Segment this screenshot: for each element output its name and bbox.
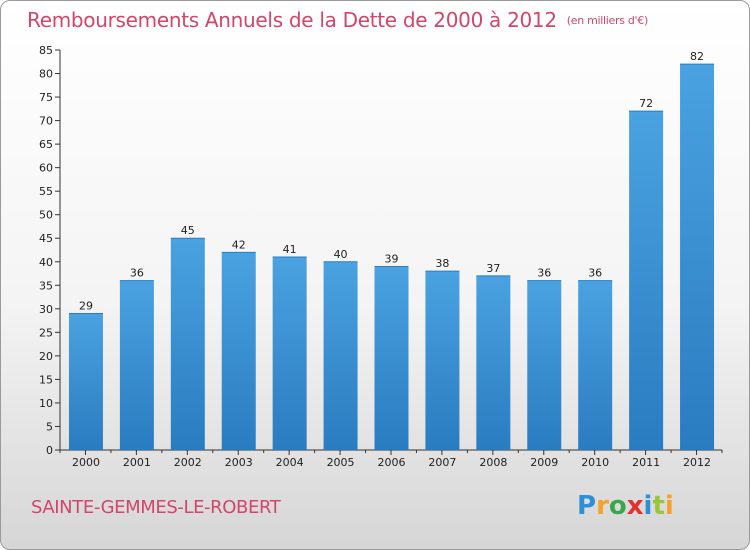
x-tick-label: 2003: [225, 456, 253, 469]
y-tick-label: 65: [39, 138, 53, 151]
bar-value-label: 45: [181, 224, 195, 237]
bar: [170, 238, 205, 450]
bar-value-label: 40: [334, 248, 348, 261]
x-tick-label: 2012: [683, 456, 711, 469]
bar: [527, 280, 562, 450]
bar-value-label: 29: [79, 300, 93, 313]
logo-letter: x: [626, 491, 644, 521]
chart-title-text: Remboursements Annuels de la Dette de 20…: [27, 8, 557, 32]
y-tick-label: 20: [39, 350, 53, 363]
x-tick-label: 2007: [428, 456, 456, 469]
proxiti-logo: Proxiti: [577, 491, 674, 521]
bar: [119, 280, 154, 450]
y-tick-label: 10: [39, 397, 53, 410]
logo-letter: P: [577, 491, 597, 521]
y-tick-label: 30: [39, 303, 53, 316]
y-tick-label: 55: [39, 185, 53, 198]
bar: [476, 275, 511, 450]
bar-value-label: 72: [639, 97, 653, 110]
bar: [68, 313, 103, 450]
bar: [680, 64, 715, 450]
chart-title: Remboursements Annuels de la Dette de 20…: [27, 8, 648, 32]
bar-value-label: 36: [588, 267, 602, 280]
bar-value-label: 36: [537, 267, 551, 280]
x-tick-label: 2005: [327, 456, 355, 469]
bar: [323, 261, 358, 450]
x-tick-label: 2006: [378, 456, 406, 469]
y-tick-label: 70: [39, 115, 53, 128]
logo-letter: i: [664, 491, 674, 521]
bar-value-label: 36: [130, 267, 144, 280]
y-tick-label: 50: [39, 209, 53, 222]
y-tick-label: 25: [39, 326, 53, 339]
x-tick-label: 2000: [72, 456, 100, 469]
logo-letter: t: [652, 491, 665, 521]
bar: [221, 252, 256, 450]
bar: [578, 280, 613, 450]
commune-name: SAINTE-GEMMES-LE-ROBERT: [31, 497, 281, 518]
bar: [374, 266, 409, 450]
x-tick-label: 2002: [174, 456, 202, 469]
y-tick-label: 60: [39, 162, 53, 175]
y-tick-label: 15: [39, 373, 53, 386]
y-tick-label: 5: [46, 420, 53, 433]
logo-letter: i: [643, 491, 653, 521]
bar: [629, 111, 664, 451]
y-tick-label: 45: [39, 232, 53, 245]
bar-value-label: 82: [690, 50, 704, 63]
x-tick-label: 2009: [530, 456, 558, 469]
y-tick-label: 85: [39, 44, 53, 57]
bar-value-label: 41: [283, 243, 297, 256]
y-tick-label: 0: [46, 444, 53, 457]
y-tick-label: 75: [39, 91, 53, 104]
x-tick-label: 2010: [581, 456, 609, 469]
bar-value-label: 37: [486, 262, 500, 275]
bar: [425, 271, 460, 450]
y-tick-label: 40: [39, 256, 53, 269]
y-tick-label: 80: [39, 68, 53, 81]
bar: [272, 257, 307, 450]
x-tick-label: 2008: [479, 456, 507, 469]
x-tick-label: 2011: [632, 456, 660, 469]
x-tick-label: 2004: [276, 456, 304, 469]
chart-subtitle: (en milliers d'€): [566, 14, 648, 27]
bar-value-label: 42: [232, 238, 246, 251]
logo-letter: o: [608, 491, 627, 521]
x-tick-label: 2001: [123, 456, 151, 469]
bar-value-label: 38: [435, 257, 449, 270]
bar-value-label: 39: [385, 252, 399, 265]
logo-letter: r: [596, 491, 609, 521]
y-tick-label: 35: [39, 279, 53, 292]
